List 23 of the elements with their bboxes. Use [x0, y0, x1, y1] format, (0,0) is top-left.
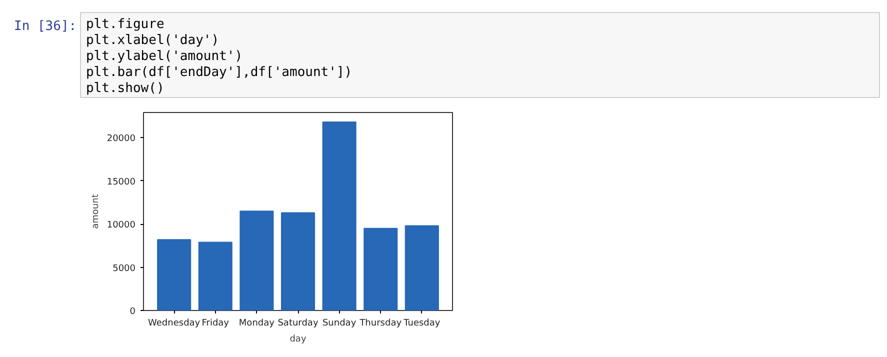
x-tick-label: Wednesday	[148, 318, 201, 328]
text: In [36]:	[14, 18, 77, 36]
x-tick-label: Sunday	[322, 318, 357, 328]
y-tick-label: 15000	[106, 177, 136, 188]
bar	[198, 242, 232, 310]
x-tick-label: Monday	[238, 318, 276, 328]
bar	[322, 122, 356, 310]
x-axis-title: day	[290, 334, 307, 344]
x-tick-label: Thursday	[358, 318, 402, 328]
bar	[157, 239, 192, 310]
text: plt.figure plt.xlabel('day') plt.ylabel('amount') plt.bar(df['endDay'],df['amount']) plt.show()	[81, 13, 879, 101]
y-tick-label: 0	[130, 307, 136, 317]
y-axis-title: amount	[90, 194, 101, 229]
x-tick-label: Tuesday	[402, 318, 441, 328]
bar	[404, 225, 439, 310]
y-tick-label: 5000	[112, 264, 136, 274]
bar	[364, 228, 398, 310]
x-tick-label: Friday	[202, 318, 230, 328]
bar	[240, 210, 274, 310]
bar	[280, 212, 316, 310]
y-tick-label: 20000	[106, 134, 136, 144]
x-tick-label: Saturday	[278, 318, 319, 328]
y-tick-label: 10000	[106, 220, 136, 231]
